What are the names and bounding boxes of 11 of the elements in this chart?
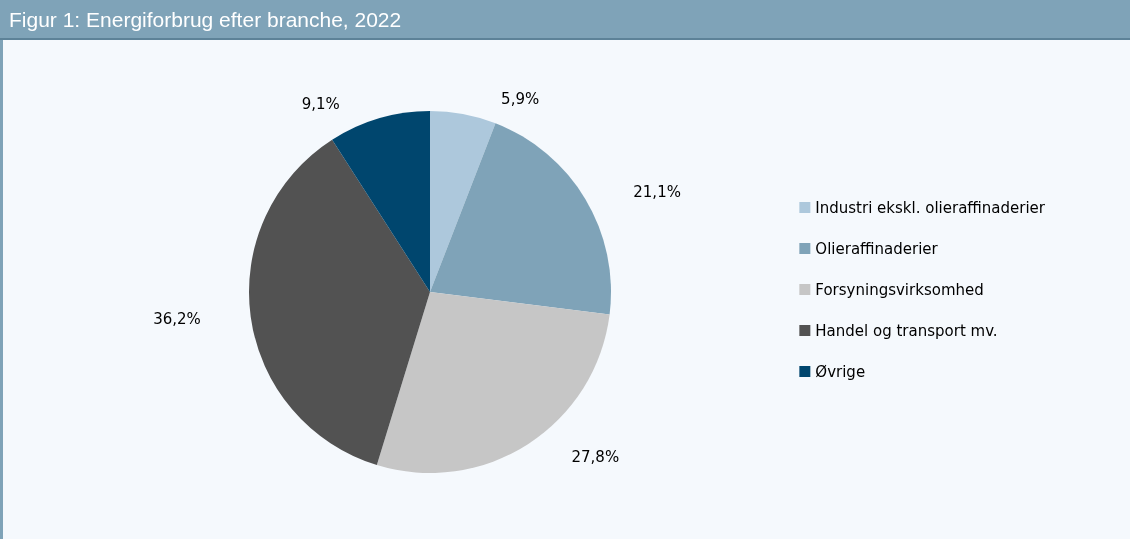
legend-label: Industri ekskl. olieraffinaderier bbox=[815, 198, 1046, 217]
chart-title: Figur 1: Energiforbrug efter branche, 2022 bbox=[0, 0, 1130, 40]
data-label: 21,1% bbox=[633, 182, 681, 201]
legend-label: Olieraffinaderier bbox=[815, 239, 939, 258]
data-label: 36,2% bbox=[153, 309, 201, 328]
legend-label: Handel og transport mv. bbox=[815, 321, 998, 340]
data-label: 9,1% bbox=[301, 94, 340, 113]
legend-label: Forsyningsvirksomhed bbox=[815, 280, 984, 299]
legend-label: Øvrige bbox=[815, 362, 866, 381]
data-label: 27,8% bbox=[571, 447, 620, 466]
data-label: 5,9% bbox=[501, 90, 540, 109]
